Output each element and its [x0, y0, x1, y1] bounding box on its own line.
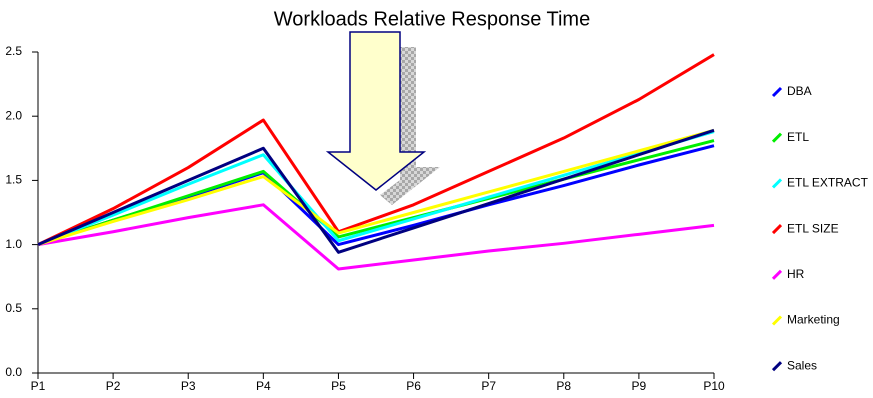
- x-tick-label: P7: [481, 379, 496, 393]
- legend-swatch: [771, 178, 783, 189]
- series-line: [37, 203, 715, 271]
- x-tick-label: P1: [31, 379, 46, 393]
- series-line: [37, 128, 715, 254]
- y-tick-label: 0.5: [5, 301, 22, 315]
- x-tick-label: P5: [331, 379, 346, 393]
- x-tick-label: P9: [632, 379, 647, 393]
- series-line: [37, 139, 715, 247]
- legend: DBA ETL ETL EXTRACT ETL SIZE HR Marketing Sale…: [771, 84, 869, 372]
- x-tick-label: P6: [406, 379, 421, 393]
- arrow: [325, 31, 427, 191]
- legend-swatch: [771, 86, 783, 98]
- x-tick-label: P2: [106, 379, 121, 393]
- legend-label: DBA: [787, 84, 812, 98]
- chart-title: Workloads Relative Response Time: [274, 8, 590, 30]
- arrow-shadow: [380, 47, 440, 205]
- y-tick-label: 1.5: [5, 173, 22, 187]
- series-line: [37, 128, 715, 247]
- x-tick-label: P3: [181, 379, 196, 393]
- y-tick-label: 1.0: [5, 237, 22, 251]
- plot-area: 0.0 0.5 1.0 1.5 2.0 2.5 P1 P2 P3 P4 P5 P6 P7 P8 P9 P10: [5, 44, 725, 393]
- x-tick-label: P8: [556, 379, 571, 393]
- legend-swatch: [771, 132, 783, 143]
- legend-label: ETL SIZE: [787, 221, 839, 235]
- arrow-annotation: [325, 31, 440, 205]
- legend-swatch: [771, 361, 783, 372]
- legend-label: Sales: [787, 358, 817, 372]
- legend-label: ETL: [787, 130, 809, 144]
- x-tick-label: P10: [703, 379, 725, 393]
- legend-label: Marketing: [787, 313, 840, 327]
- series-line: [37, 53, 715, 246]
- legend-swatch: [771, 269, 783, 280]
- legend-label: HR: [787, 267, 805, 281]
- x-tick-label: P4: [256, 379, 271, 393]
- legend-label: ETL EXTRACT: [787, 176, 869, 190]
- legend-swatch: [771, 315, 783, 326]
- y-tick-label: 2.5: [5, 44, 22, 58]
- series-line: [37, 130, 715, 246]
- y-tick-label: 2.0: [5, 108, 22, 122]
- legend-swatch: [771, 224, 783, 235]
- y-tick-label: 0.0: [5, 365, 22, 379]
